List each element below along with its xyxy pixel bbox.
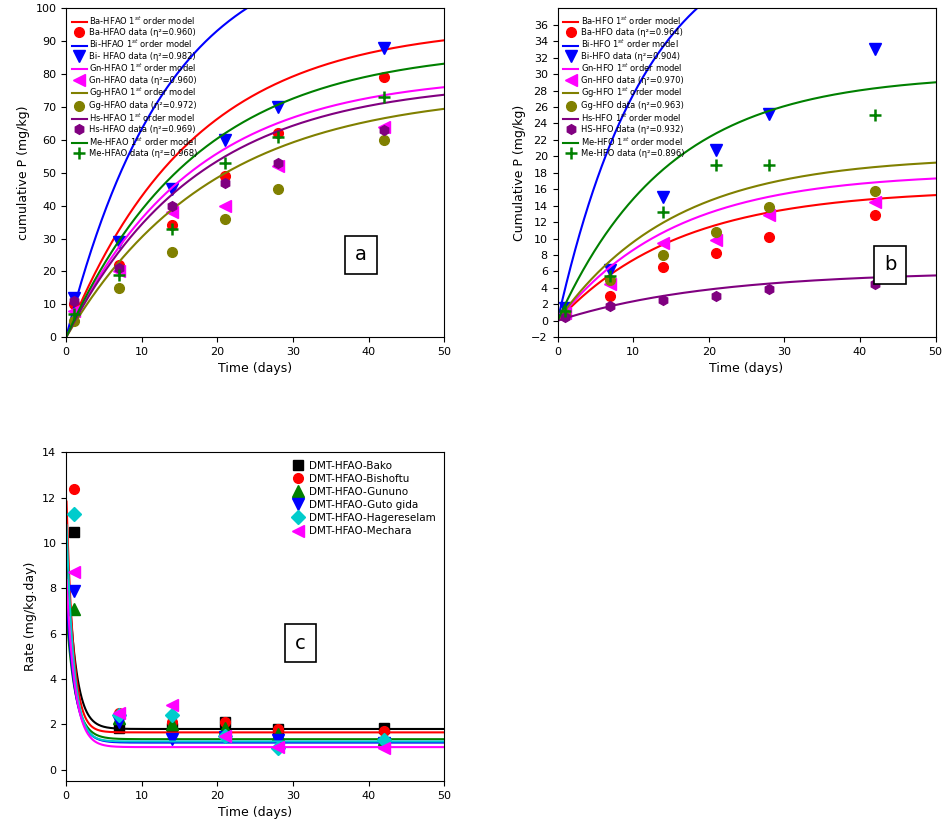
X-axis label: Time (days): Time (days) [218,362,292,376]
Text: a: a [355,245,366,264]
X-axis label: Time (days): Time (days) [218,806,292,819]
Text: c: c [295,633,306,652]
Text: b: b [883,255,896,274]
Legend: Ba-HFO 1$^{st}$ order model, Ba-HFO data (η²=0.964), Bi-HFO 1$^{st}$ order model: Ba-HFO 1$^{st}$ order model, Ba-HFO data… [561,12,685,160]
Legend: Ba-HFAO 1$^{st}$ order model, Ba-HFAO data (η²=0.960), Bi-HFAO 1$^{st}$ order mo: Ba-HFAO 1$^{st}$ order model, Ba-HFAO da… [70,12,199,160]
Legend: DMT-HFAO-Bako, DMT-HFAO-Bishoftu, DMT-HFAO-Gununo, DMT-HFAO-Guto gida, DMT-HFAO-: DMT-HFAO-Bako, DMT-HFAO-Bishoftu, DMT-HF… [288,458,438,539]
X-axis label: Time (days): Time (days) [709,362,783,376]
Y-axis label: Rate (mg/kg.day): Rate (mg/kg.day) [24,562,37,671]
Y-axis label: Cumulative P (mg/kg): Cumulative P (mg/kg) [513,105,525,241]
Y-axis label: cumulative P (mg/kg): cumulative P (mg/kg) [17,106,30,240]
